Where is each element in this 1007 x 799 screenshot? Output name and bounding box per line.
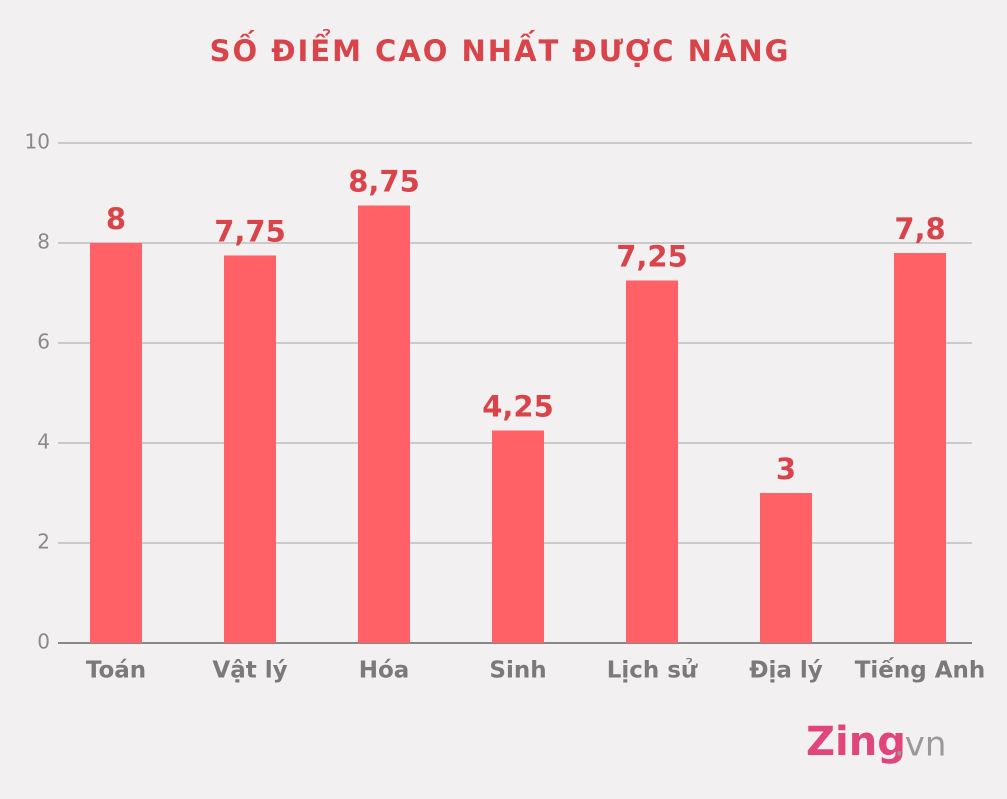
bar (90, 243, 142, 643)
value-label: 7,8 (894, 212, 945, 246)
chart-title: SỐ ĐIỂM CAO NHẤT ĐƯỢC NÂNG (210, 29, 791, 68)
logo: Zing (806, 719, 906, 765)
bar (894, 253, 946, 643)
x-tick-label: Tiếng Anh (855, 657, 986, 684)
x-tick-label: Vật lý (212, 658, 287, 684)
value-label: 3 (776, 452, 796, 486)
x-tick-label: Sinh (489, 658, 546, 684)
x-tick-label: Toán (86, 658, 146, 684)
y-tick-label: 10 (25, 130, 50, 154)
y-tick-label: 0 (37, 630, 50, 654)
value-label: 7,25 (616, 240, 688, 274)
value-label: 7,75 (214, 215, 286, 249)
x-tick-label: Lịch sử (607, 658, 698, 684)
bar (492, 430, 544, 643)
y-tick-label: 4 (37, 430, 50, 454)
x-tick-label: Hóa (359, 658, 410, 684)
value-label: 4,25 (482, 390, 554, 424)
bar (224, 255, 276, 643)
y-tick-label: 2 (37, 530, 50, 554)
x-tick-label: Địa lý (749, 658, 823, 684)
value-label: 8 (106, 202, 126, 236)
y-tick-label: 8 (37, 230, 50, 254)
bar (760, 493, 812, 643)
bar (358, 205, 410, 643)
value-label: 8,75 (348, 165, 420, 199)
logo-suffix: .vn (894, 725, 946, 765)
bar (626, 280, 678, 643)
y-tick-label: 6 (37, 330, 50, 354)
